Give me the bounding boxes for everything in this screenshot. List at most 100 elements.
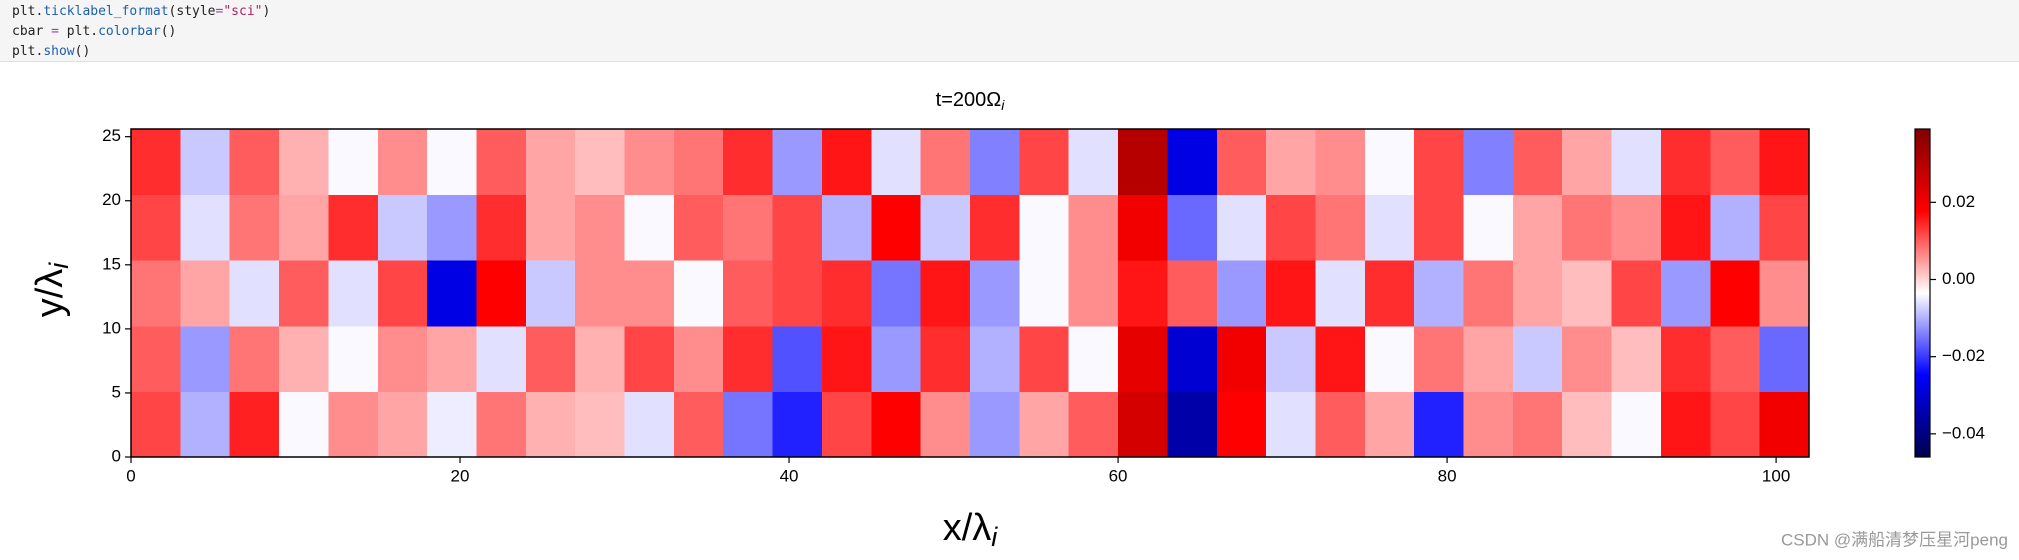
heatmap-cell <box>1463 194 1514 261</box>
heatmap-cell <box>1216 129 1267 196</box>
heatmap-cell <box>476 129 527 196</box>
plot-frame <box>130 128 1810 458</box>
heatmap-cell <box>723 129 774 196</box>
heatmap-cell <box>525 391 576 458</box>
heatmap-cell <box>821 129 872 196</box>
heatmap-cell <box>1068 129 1119 196</box>
heatmap-cell <box>1364 194 1415 261</box>
heatmap-cell <box>624 391 675 458</box>
heatmap-cell <box>970 129 1020 196</box>
heatmap-cell <box>1068 260 1119 327</box>
heatmap-cell <box>772 260 823 327</box>
heatmap-cell <box>970 325 1020 392</box>
heatmap-cell <box>871 325 922 392</box>
heatmap-cell <box>673 260 724 327</box>
heatmap-cell <box>180 391 231 458</box>
x-tick-label: 80 <box>1438 466 1457 485</box>
heatmap-cell <box>1118 391 1168 458</box>
heatmap-cell <box>1216 391 1267 458</box>
heatmap-cell <box>1266 194 1316 261</box>
code-line: plt.show() <box>12 44 91 59</box>
heatmap-cell <box>131 391 181 458</box>
heatmap-cell <box>1710 194 1761 261</box>
heatmap-cell <box>1315 129 1366 196</box>
heatmap-cell <box>1512 260 1563 327</box>
heatmap-cell <box>920 391 971 458</box>
heatmap-cell <box>673 194 724 261</box>
heatmap-cell <box>1266 260 1316 327</box>
heatmap-cell <box>1364 391 1415 458</box>
y-tick-label: 5 <box>112 382 121 401</box>
code-cell: plt.ticklabel_format(style="sci") cbar =… <box>0 0 2019 62</box>
heatmap-cell <box>821 325 872 392</box>
heatmap-cell <box>1019 325 1070 392</box>
heatmap-cell <box>1611 129 1662 196</box>
heatmap-cell <box>1118 325 1168 392</box>
heatmap-cell <box>1364 260 1415 327</box>
heatmap-cell <box>970 194 1020 261</box>
heatmap-cell <box>377 391 428 458</box>
heatmap-cell <box>1463 260 1514 327</box>
heatmap-cell <box>970 391 1020 458</box>
heatmap-cell <box>920 194 971 261</box>
heatmap-cell <box>180 194 231 261</box>
heatmap-cell <box>279 391 329 458</box>
heatmap-cell <box>1660 129 1711 196</box>
x-tick-label: 20 <box>451 466 470 485</box>
heatmap-cell <box>1562 194 1613 261</box>
heatmap-cell <box>180 260 231 327</box>
chart-title: t=200Ωi <box>936 89 1006 112</box>
heatmap-cell <box>673 325 724 392</box>
heatmap-cell <box>1068 391 1119 458</box>
heatmap-cell <box>328 325 379 392</box>
x-tick-label: 100 <box>1762 466 1790 485</box>
heatmap-cell <box>1315 325 1366 392</box>
heatmap-cell <box>920 325 971 392</box>
heatmap-cell <box>229 325 280 392</box>
heatmap-cell <box>575 325 626 392</box>
y-tick-label: 10 <box>102 318 121 337</box>
heatmap-cell <box>525 129 576 196</box>
heatmap-cell <box>1759 129 1810 196</box>
y-axis-label: y/λi <box>29 262 74 318</box>
heatmap-cell <box>279 260 329 327</box>
heatmap-cell <box>1611 325 1662 392</box>
heatmap-cell <box>1216 194 1267 261</box>
heatmap-cell <box>525 194 576 261</box>
heatmap-cell <box>1611 194 1662 261</box>
heatmap-cell <box>377 129 428 196</box>
heatmap-cell <box>1315 194 1366 261</box>
heatmap-cell <box>131 260 181 327</box>
heatmap-cell <box>1414 194 1465 261</box>
colorbar-tick-label: 0.02 <box>1942 192 1975 211</box>
heatmap-cell <box>427 194 477 261</box>
heatmap-cell <box>1562 391 1613 458</box>
heatmap-cell <box>279 325 329 392</box>
heatmap-cell <box>279 194 329 261</box>
code-line: cbar = plt.colorbar() <box>12 24 177 39</box>
heatmap-cell <box>1216 260 1267 327</box>
heatmap-cell <box>673 391 724 458</box>
heatmap-cell <box>1216 325 1267 392</box>
heatmap-cell <box>575 391 626 458</box>
colorbar-tick-label: −0.04 <box>1942 423 1985 442</box>
heatmap-cell <box>723 391 774 458</box>
heatmap-cell <box>871 194 922 261</box>
heatmap-cell <box>1364 325 1415 392</box>
heatmap-cell <box>723 194 774 261</box>
heatmap-cell <box>772 391 823 458</box>
heatmap-cell <box>1315 391 1366 458</box>
heatmap-cell <box>1512 325 1563 392</box>
x-tick-label: 60 <box>1109 466 1128 485</box>
heatmap-cell <box>1710 260 1761 327</box>
heatmap-cell <box>1660 391 1711 458</box>
heatmap-cell <box>476 325 527 392</box>
heatmap-cell <box>1512 391 1563 458</box>
heatmap-cell <box>229 391 280 458</box>
heatmap-cell <box>1611 391 1662 458</box>
heatmap-cell <box>871 129 922 196</box>
heatmap-cell <box>821 391 872 458</box>
y-tick-label: 25 <box>102 126 121 145</box>
